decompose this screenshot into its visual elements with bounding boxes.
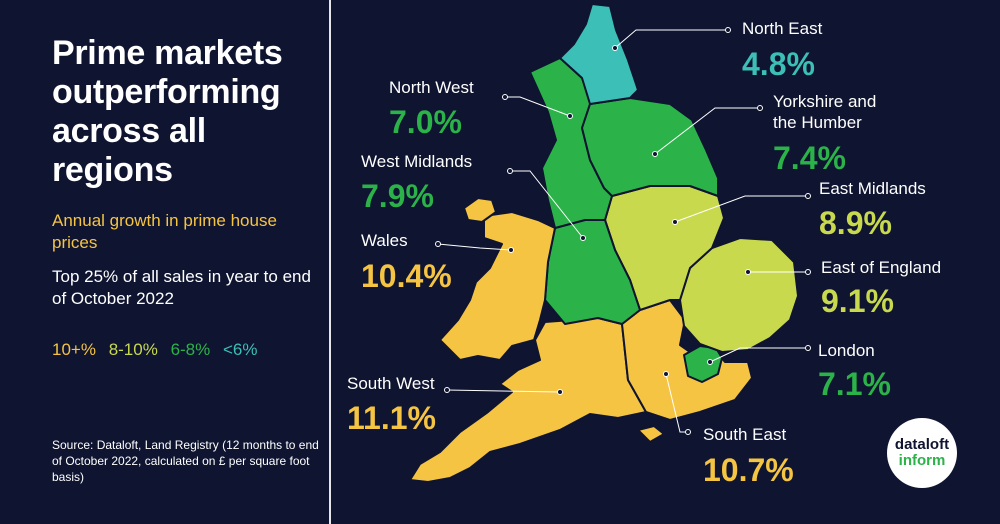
dot-west-midlands-end — [580, 235, 586, 241]
dot-yorkshire — [652, 151, 658, 157]
region-south-east-isle-of-wight — [637, 425, 665, 443]
south-east-value: 10.7% — [703, 452, 794, 488]
logo-line-1: dataloft — [894, 436, 950, 453]
dot-london — [707, 359, 713, 365]
leader-wales — [437, 243, 512, 251]
east-of-england-value: 9.1% — [821, 283, 894, 319]
region-wales-anglesey — [463, 197, 497, 223]
dot-south-east-end — [685, 429, 691, 435]
leader-yorkshire — [654, 107, 760, 155]
region-east-of-england — [679, 237, 799, 353]
legend-item-under-6: <6% — [222, 340, 258, 359]
logo-line-2: inform — [898, 452, 946, 469]
region-wales — [439, 211, 556, 361]
leader-north-east — [614, 29, 728, 49]
east-of-england-label: East of England — [821, 258, 942, 277]
west-midlands-value: 7.9% — [361, 178, 434, 214]
dot-wales — [435, 241, 441, 247]
leader-east-midlands — [674, 195, 808, 223]
west-midlands-label: West Midlands — [361, 152, 473, 171]
dot-south-west-end — [557, 389, 563, 395]
leader-south-west — [446, 389, 561, 393]
region-yorkshire — [581, 97, 719, 197]
north-east-value: 4.8% — [742, 46, 815, 82]
region-north-east — [559, 3, 639, 105]
london-label: London — [818, 341, 875, 360]
dot-yorkshire-end — [757, 105, 763, 111]
dot-london-end — [805, 345, 811, 351]
legend: 10+% 8-10% 6-8% <6% — [52, 340, 265, 360]
legend-item-6-8: 6-8% — [170, 340, 211, 359]
dot-east-of-england-end — [805, 269, 811, 275]
leader-north-west — [505, 96, 571, 117]
wales-value: 10.4% — [361, 258, 452, 294]
subtitle: Annual growth in prime house prices — [52, 211, 277, 252]
leader-west-midlands — [510, 170, 584, 239]
dot-north-west-end — [567, 113, 573, 119]
dataloft-logo: dataloft inform — [887, 418, 957, 488]
yorkshire-value: 7.4% — [773, 140, 846, 176]
south-west-value: 11.1% — [347, 400, 436, 436]
dot-east-midlands-end — [805, 193, 811, 199]
page-title: Prime markets outperforming across all r… — [52, 34, 283, 189]
dot-wales-end — [508, 247, 514, 253]
yorkshire-label: Yorkshire and the Humber — [773, 92, 877, 132]
description: Top 25% of all sales in year to end of O… — [52, 267, 311, 308]
region-london — [683, 345, 723, 383]
east-midlands-value: 8.9% — [819, 205, 892, 241]
north-west-value: 7.0% — [389, 104, 462, 140]
dot-south-east — [663, 371, 669, 377]
divider — [329, 0, 331, 524]
legend-item-8-10: 8-10% — [108, 340, 158, 359]
dot-east-of-england — [745, 269, 751, 275]
dot-east-midlands — [672, 219, 678, 225]
legend-item-10-plus: 10+% — [52, 340, 96, 359]
london-value: 7.1% — [818, 366, 891, 402]
dot-south-west — [444, 387, 450, 393]
east-midlands-label: East Midlands — [819, 179, 926, 198]
wales-label: Wales — [361, 231, 408, 250]
leader-london — [709, 347, 808, 363]
dot-north-west — [502, 94, 508, 100]
dot-west-midlands — [507, 168, 513, 174]
dot-north-east-end — [725, 27, 731, 33]
south-east-label: South East — [703, 425, 787, 444]
source-note: Source: Dataloft, Land Registry (12 mont… — [52, 438, 319, 484]
north-west-label: North West — [389, 78, 474, 97]
south-west-label: South West — [347, 374, 435, 393]
left-panel: Prime markets outperforming across all r… — [0, 0, 330, 524]
north-east-label: North East — [742, 19, 823, 38]
dot-north-east — [612, 45, 618, 51]
